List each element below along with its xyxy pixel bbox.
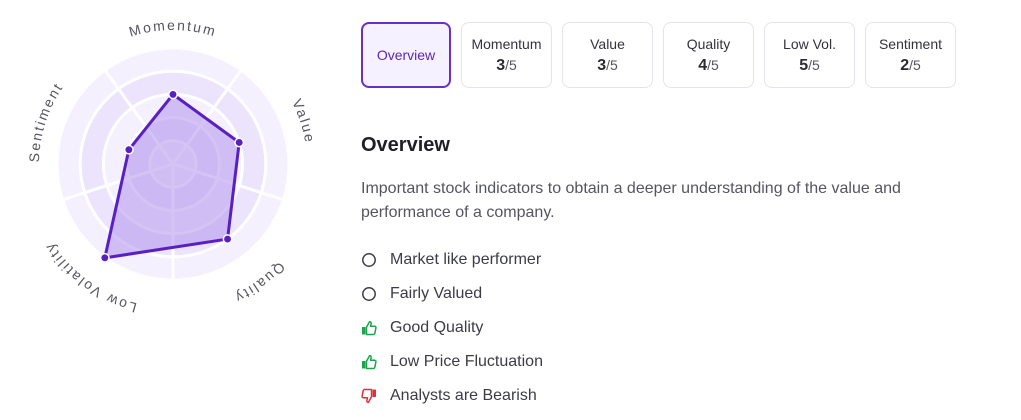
tab-low-vol-score: 5/5 [799,56,820,74]
thumbs-up-icon [361,320,377,336]
tab-low-vol[interactable]: Low Vol. 5/5 [764,22,855,88]
radar-area [103,92,241,260]
indicator-text: Market like performer [390,251,542,268]
indicator-text: Low Price Fluctuation [390,353,543,370]
thumbs-up-icon [361,354,377,370]
tab-quality-score: 4/5 [698,56,719,74]
tab-overview[interactable]: Overview [361,22,451,88]
tab-overview-label: Overview [376,47,436,63]
indicator-text: Analysts are Bearish [390,387,537,404]
radar-chart: Momentum Value Quality Low Volatility Sentim… [0,0,350,420]
radar-axis-label: Momentum [127,17,219,40]
tab-value-label: Value [590,35,625,52]
radar-point-low-volatility [99,252,110,263]
factor-tabs: Overview Momentum 3/5 Value 3/5 Quality … [361,22,956,88]
indicator-item: Good Quality [361,311,543,345]
section-title: Overview [361,134,450,156]
indicator-text: Fairly Valued [390,285,483,302]
radar-point-sentiment [123,144,134,155]
thumbs-down-icon [361,388,377,404]
circle-icon [361,252,377,268]
tab-sentiment-label: Sentiment [878,35,943,52]
indicator-item: Low Price Fluctuation [361,345,543,379]
tab-momentum-score: 3/5 [496,56,517,74]
tab-quality-label: Quality [686,35,731,52]
indicator-text: Good Quality [390,319,484,336]
section-description: Important stock indicators to obtain a d… [361,180,901,221]
indicator-item: Fairly Valued [361,277,543,311]
indicator-item: Analysts are Bearish [361,379,543,413]
tab-sentiment-score: 2/5 [900,56,921,74]
tab-sentiment[interactable]: Sentiment 2/5 [865,22,956,88]
radar-point-quality [222,234,233,245]
radar-point-momentum [168,89,178,100]
tab-value-score: 3/5 [597,56,618,74]
tab-momentum[interactable]: Momentum 3/5 [461,22,552,88]
circle-icon [361,286,377,302]
indicator-list: Market like performer Fairly Valued Good… [361,243,543,413]
tab-value[interactable]: Value 3/5 [562,22,653,88]
tab-quality[interactable]: Quality 4/5 [663,22,754,88]
tab-low-vol-label: Low Vol. [783,35,836,52]
radar-point-value [234,137,245,148]
indicator-item: Market like performer [361,243,543,277]
radar-axis-label: Quality [231,259,288,306]
radar-axis-label: Value [289,96,318,145]
tab-momentum-label: Momentum [471,35,542,52]
